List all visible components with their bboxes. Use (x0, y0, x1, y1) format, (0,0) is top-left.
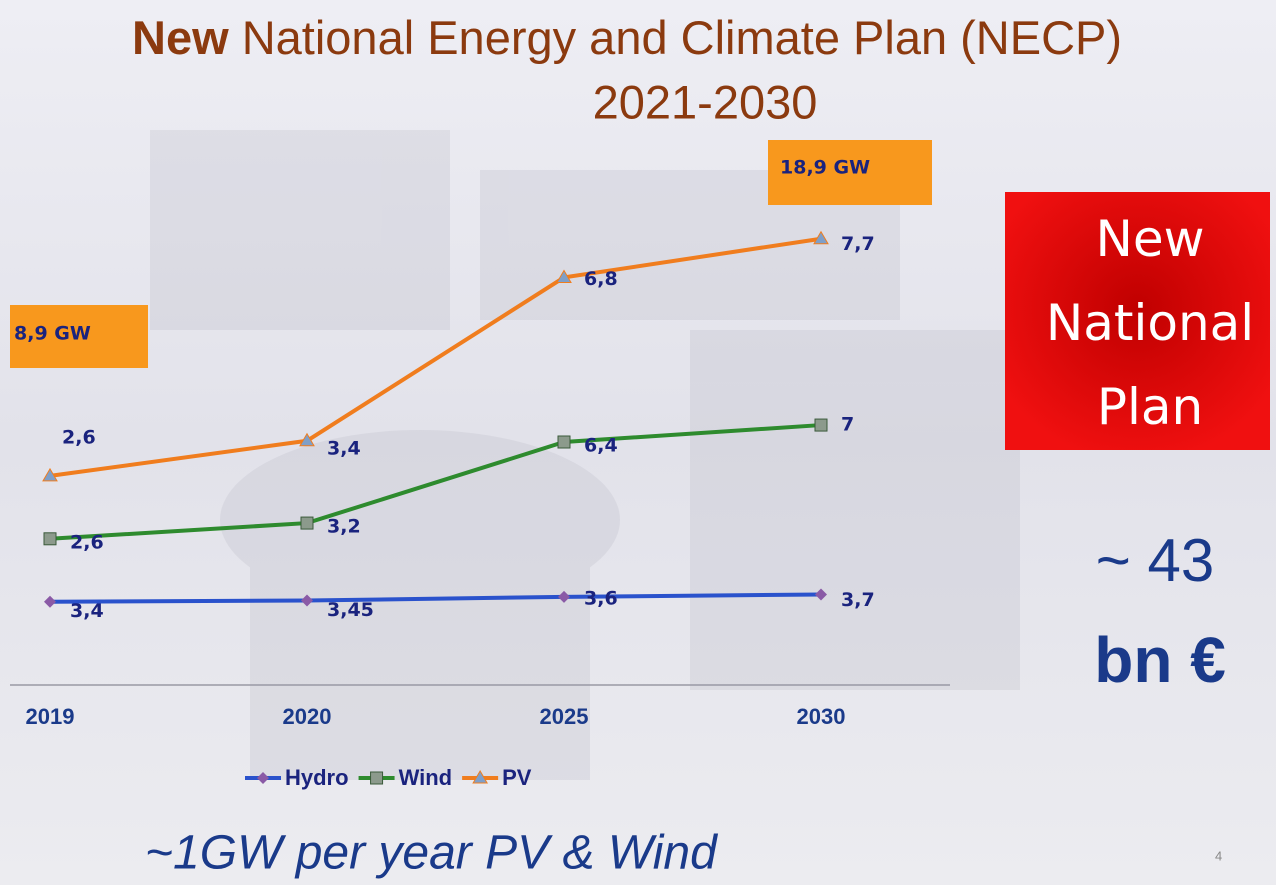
data-label: 6,8 (584, 268, 618, 290)
page-number: 4 (1215, 848, 1222, 863)
legend-label: Wind (399, 765, 453, 790)
annotation: 18,9 GW (780, 157, 870, 179)
data-label: 2,6 (62, 426, 96, 448)
data-label: 3,4 (327, 437, 361, 459)
x-tick-label: 2019 (26, 704, 75, 729)
legend-marker (371, 772, 383, 784)
data-label: 3,4 (70, 600, 104, 622)
subtitle: 2021-2030 (593, 75, 818, 128)
x-tick-label: 2025 (540, 704, 589, 729)
x-tick-label: 2020 (283, 704, 332, 729)
marker (558, 436, 570, 448)
data-label: 7 (841, 414, 854, 436)
title: New National Energy and Climate Plan (NE… (132, 11, 1122, 64)
annotation: 8,9 GW (14, 323, 91, 345)
x-tick-label: 2030 (797, 704, 846, 729)
marker (301, 517, 313, 529)
legend-label: PV (502, 765, 532, 790)
slide: New National Energy and Climate Plan (NE… (0, 0, 1276, 885)
data-label: 6,4 (584, 435, 618, 457)
footer-text: ~1GW per year PV & Wind (145, 827, 718, 880)
data-label: 3,6 (584, 587, 618, 609)
data-label: 3,45 (327, 599, 374, 621)
data-label: 3,7 (841, 589, 875, 611)
title-rest: National Energy and Climate Plan (NECP) (242, 11, 1122, 64)
title-bold: New (132, 11, 229, 64)
marker (815, 419, 827, 431)
data-label: 2,6 (70, 531, 104, 553)
annotation: ~ 43 (1096, 527, 1214, 594)
legend-label: Hydro (285, 765, 349, 790)
data-label: 7,7 (841, 233, 875, 255)
marker (44, 533, 56, 545)
data-label: 3,2 (327, 516, 361, 538)
annotation: bn € (1094, 624, 1226, 696)
